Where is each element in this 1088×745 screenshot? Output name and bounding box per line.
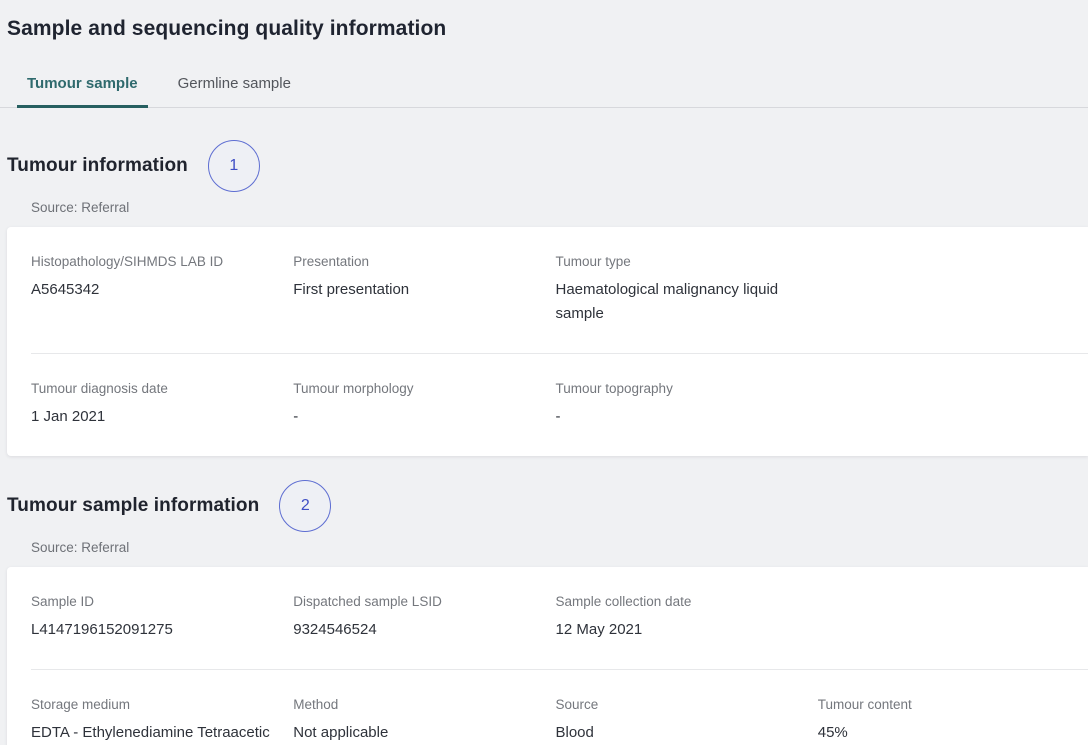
field-value: 12 May 2021 (555, 621, 643, 638)
field-label: Storage medium (31, 697, 131, 712)
field-sample-id: Sample ID L4147196152091275 (31, 594, 291, 642)
section-tumour-sample-information-header: Tumour sample information 2 (0, 479, 1088, 533)
field-label: Sample collection date (555, 594, 692, 609)
field-label: Tumour content (817, 697, 912, 712)
field-storage-medium: Storage medium EDTA - Ethylenediamine Te… (31, 697, 291, 745)
field-value: 9324546524 (293, 621, 377, 638)
field-value: Blood (555, 724, 594, 741)
field-value: - (293, 408, 299, 425)
field-empty (818, 594, 1078, 642)
source-label: Source: Referral (31, 540, 130, 555)
field-tumour-type: Tumour type Haematological malignancy li… (556, 254, 816, 326)
field-dispatched-sample-lsid: Dispatched sample LSID 9324546524 (293, 594, 553, 642)
field-method: Method Not applicable (293, 697, 553, 745)
field-label: Method (293, 697, 339, 712)
field-empty (818, 254, 1078, 326)
source-label: Source: Referral (31, 200, 130, 215)
tab-tumour-sample[interactable]: Tumour sample (17, 67, 148, 108)
field-tumour-diagnosis-date: Tumour diagnosis date 1 Jan 2021 (31, 381, 291, 429)
field-label: Tumour type (555, 254, 631, 269)
section-title-tumour-information: Tumour information (7, 155, 188, 176)
card-row: Storage medium EDTA - Ethylenediamine Te… (7, 670, 1088, 745)
field-value: First presentation (293, 281, 410, 298)
field-value: EDTA - Ethylenediamine Tetraacetic Acid (31, 724, 270, 741)
field-tumour-topography: Tumour topography - (556, 381, 816, 429)
step-badge-1: 1 (207, 140, 260, 192)
field-tumour-content: Tumour content 45% (818, 697, 1078, 745)
field-tumour-morphology: Tumour morphology - (293, 381, 553, 429)
card-divider (31, 669, 1088, 670)
tumour-sample-information-card: Sample ID L4147196152091275 Dispatched s… (7, 567, 1088, 745)
tumour-information-card: Histopathology/SIHMDS LAB ID A5645342 Pr… (7, 227, 1088, 456)
step-badge-2: 2 (279, 480, 332, 532)
card-row: Sample ID L4147196152091275 Dispatched s… (7, 567, 1088, 669)
section-title-tumour-sample-information: Tumour sample information (7, 495, 260, 516)
field-label: Histopathology/SIHMDS LAB ID (31, 254, 224, 269)
field-value: L4147196152091275 (31, 621, 173, 638)
field-histopathology-lab-id: Histopathology/SIHMDS LAB ID A5645342 (31, 254, 291, 326)
field-empty (818, 381, 1078, 429)
field-value: Not applicable (293, 724, 389, 741)
page-title: Sample and sequencing quality informatio… (7, 17, 447, 40)
sample-tabbar: Tumour sample Germline sample (0, 67, 1088, 108)
field-source: Source Blood (556, 697, 816, 745)
field-value: A5645342 (31, 281, 100, 298)
field-sample-collection-date: Sample collection date 12 May 2021 (556, 594, 816, 642)
field-value: 45% (817, 724, 848, 741)
field-label: Sample ID (31, 594, 95, 609)
tab-germline-sample[interactable]: Germline sample (177, 75, 291, 92)
section-tumour-information-header: Tumour information 1 (0, 139, 1088, 193)
field-label: Tumour topography (555, 381, 673, 396)
field-label: Tumour diagnosis date (31, 381, 168, 396)
card-divider (31, 353, 1088, 354)
field-label: Dispatched sample LSID (293, 594, 442, 609)
card-row: Histopathology/SIHMDS LAB ID A5645342 Pr… (7, 227, 1088, 353)
field-label: Tumour morphology (293, 381, 414, 396)
field-value: Haematological malignancy liquid sample (555, 281, 779, 322)
card-row: Tumour diagnosis date 1 Jan 2021 Tumour … (7, 354, 1088, 456)
field-label: Source (555, 697, 599, 712)
field-value: 1 Jan 2021 (31, 408, 106, 425)
field-value: - (555, 408, 561, 425)
field-label: Presentation (293, 254, 370, 269)
field-presentation: Presentation First presentation (293, 254, 553, 326)
